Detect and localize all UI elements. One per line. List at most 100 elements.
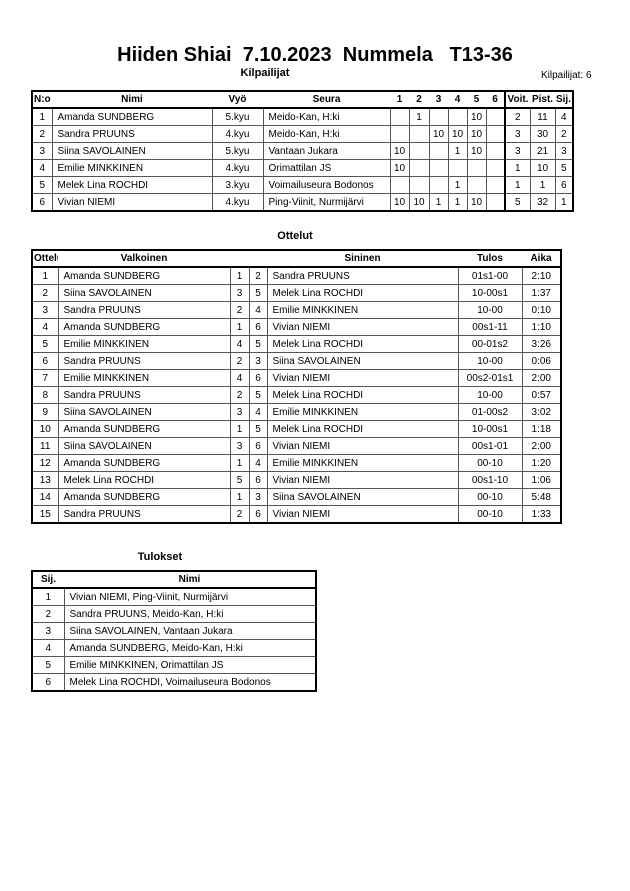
bout-time: 2:00: [521, 437, 562, 455]
bout-row: 10 Amanda SUNDBERG 1 5 Melek Lina ROCHDI 10-0…: [31, 420, 562, 438]
white-competitor: Amanda SUNDBERG: [57, 454, 231, 472]
white-competitor: Sandra PRUUNS: [57, 386, 231, 404]
white-number: 3: [229, 284, 250, 302]
competitor-points: 10: [529, 159, 556, 177]
bout-time: 1:10: [521, 318, 562, 336]
competitor-name: Amanda SUNDBERG: [51, 107, 213, 126]
white-competitor: Sandra PRUUNS: [57, 505, 231, 524]
white-competitor: Siina SAVOLAINEN: [57, 284, 231, 302]
header-blue: Sininen: [267, 249, 458, 268]
blue-number: 5: [248, 386, 268, 404]
competitor-belt: 4.kyu: [211, 125, 264, 143]
result-name: Sandra PRUUNS, Meido-Kan, H:ki: [63, 605, 317, 623]
result-name: Siina SAVOLAINEN, Vantaan Jukara: [63, 622, 317, 640]
white-number: 1: [229, 488, 250, 506]
bout-row: 9 Siina SAVOLAINEN 3 4 Emilie MINKKINEN 01-00…: [31, 403, 562, 421]
competitor-wins: 5: [504, 193, 531, 212]
white-competitor: Amanda SUNDBERG: [57, 488, 231, 506]
white-competitor: Siina SAVOLAINEN: [57, 437, 231, 455]
bout-number: 7: [31, 369, 59, 387]
result-row: 2 Sandra PRUUNS, Meido-Kan, H:ki: [31, 605, 317, 623]
competitor-points: 30: [529, 125, 556, 143]
blue-number: 3: [248, 488, 268, 506]
competitor-points: 1: [529, 176, 556, 194]
white-competitor: Amanda SUNDBERG: [57, 318, 231, 336]
header-cell: Voit.: [504, 90, 530, 109]
bout-row: 12 Amanda SUNDBERG 1 4 Emilie MINKKINEN 00-10…: [31, 454, 562, 472]
bout-result: 01s1-00: [457, 266, 523, 285]
score-cell: [485, 125, 506, 143]
bout-number: 1: [31, 266, 59, 285]
bout-row: 8 Sandra PRUUNS 2 5 Melek Lina ROCHDI 10-00 0:…: [31, 386, 562, 404]
result-row: 4 Amanda SUNDBERG, Meido-Kan, H:ki: [31, 639, 317, 657]
bout-number: 9: [31, 403, 59, 421]
header-cell: Nimi: [52, 90, 212, 109]
score-cell: [389, 125, 410, 143]
bout-time: 1:20: [521, 454, 562, 472]
blue-number: 2: [248, 266, 268, 285]
competitor-number: 5: [31, 176, 53, 194]
competitor-belt: 4.kyu: [211, 159, 264, 177]
bout-result: 00-10: [457, 488, 523, 506]
score-cell: [389, 107, 410, 126]
competitor-rank: 5: [554, 159, 574, 177]
competitor-number: 2: [31, 125, 53, 143]
header-time: Aika: [522, 249, 561, 268]
competitor-club: Vantaan Jukara: [262, 142, 391, 160]
bout-time: 1:33: [521, 505, 562, 524]
blue-competitor: Vivian NIEMI: [266, 471, 459, 489]
bout-row: 7 Emilie MINKKINEN 4 6 Vivian NIEMI 00s2-01s1…: [31, 369, 562, 387]
blue-number: 5: [248, 335, 268, 353]
score-cell: [408, 125, 430, 143]
score-cell: [408, 142, 430, 160]
bout-number: 3: [31, 301, 59, 319]
white-competitor: Sandra PRUUNS: [57, 301, 231, 319]
blue-competitor: Siina SAVOLAINEN: [266, 488, 459, 506]
score-cell: [428, 159, 449, 177]
white-number: 1: [229, 266, 250, 285]
score-cell: [485, 159, 506, 177]
header-cell: 1: [390, 90, 409, 109]
blue-number: 4: [248, 301, 268, 319]
bout-time: 3:02: [521, 403, 562, 421]
bout-number: 2: [31, 284, 59, 302]
competitor-club: Meido-Kan, H:ki: [262, 125, 391, 143]
competitor-wins: 3: [504, 142, 531, 160]
blue-number: 5: [248, 284, 268, 302]
competitor-rank: 1: [554, 193, 574, 212]
score-cell: 1: [447, 193, 468, 212]
blue-competitor: Melek Lina ROCHDI: [266, 386, 459, 404]
competitor-club: Orimattilan JS: [262, 159, 391, 177]
header-cell: 3: [429, 90, 448, 109]
blue-number: 3: [248, 352, 268, 370]
competitor-number: 4: [31, 159, 53, 177]
bout-result: 00-10: [457, 505, 523, 524]
bout-number: 8: [31, 386, 59, 404]
bout-number: 15: [31, 505, 59, 524]
competitor-belt: 3.kyu: [211, 176, 264, 194]
competitor-number: 6: [31, 193, 53, 212]
competitor-wins: 2: [504, 107, 531, 126]
competitor-club: Voimailuseura Bodonos: [262, 176, 391, 194]
competitor-row: 4 Emilie MINKKINEN 4.kyu Orimattilan JS 10 1 1…: [31, 159, 574, 177]
white-competitor: Emilie MINKKINEN: [57, 369, 231, 387]
bout-row: 3 Sandra PRUUNS 2 4 Emilie MINKKINEN 10-00 0:1…: [31, 301, 562, 319]
competitor-club: Meido-Kan, H:ki: [262, 107, 391, 126]
white-number: 5: [229, 471, 250, 489]
header-cell: Pist.: [530, 90, 555, 109]
header-rank: Sij.: [32, 570, 64, 589]
competitor-name: Sandra PRUUNS: [51, 125, 213, 143]
score-cell: [408, 176, 430, 194]
score-cell: 1: [428, 193, 449, 212]
blue-number: 6: [248, 437, 268, 455]
results-table: Sij. Nimi 1 Vivian NIEMI, Ping-Viinit, Nu…: [31, 570, 317, 692]
bouts-heading: Ottelut: [277, 230, 313, 242]
blue-competitor: Emilie MINKKINEN: [266, 454, 459, 472]
blue-number: 6: [248, 369, 268, 387]
blue-competitor: Emilie MINKKINEN: [266, 403, 459, 421]
competitor-number: 1: [31, 107, 53, 126]
competitor-belt: 5.kyu: [211, 107, 264, 126]
blue-competitor: Melek Lina ROCHDI: [266, 420, 459, 438]
white-number: 1: [229, 454, 250, 472]
competitor-name: Emilie MINKKINEN: [51, 159, 213, 177]
